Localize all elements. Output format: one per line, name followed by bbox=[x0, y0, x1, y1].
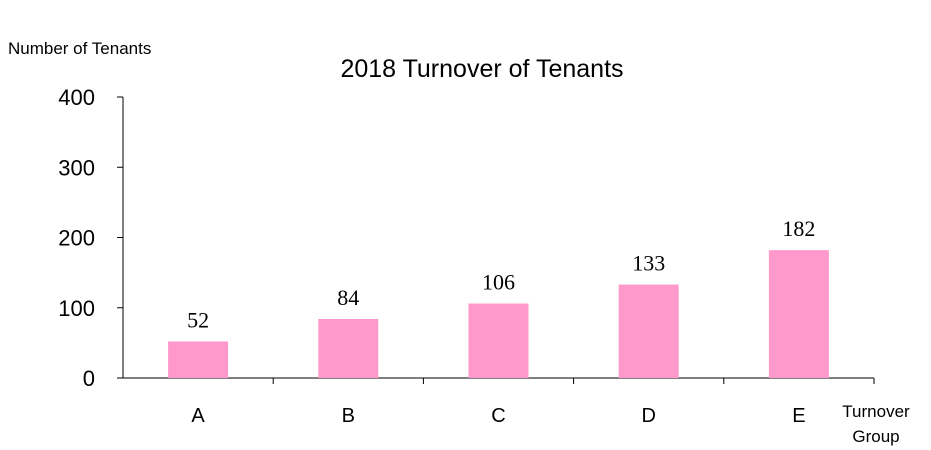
x-axis-label-line-1: Turnover bbox=[842, 402, 910, 421]
bar-C bbox=[468, 303, 529, 378]
y-tick-label: 200 bbox=[58, 226, 95, 251]
data-labels: 52 84 106 133 182 bbox=[187, 216, 815, 332]
data-label-C: 106 bbox=[482, 270, 515, 295]
bar-E bbox=[768, 250, 829, 378]
data-label-B: 84 bbox=[337, 285, 359, 310]
chart-title: 2018 Turnover of Tenants bbox=[340, 55, 623, 83]
bar-series bbox=[168, 250, 829, 378]
y-axis-ticks: 0 100 200 300 400 bbox=[58, 85, 123, 391]
y-tick-label: 0 bbox=[83, 366, 95, 391]
x-tick-label-C: C bbox=[491, 405, 505, 427]
bar-A bbox=[168, 341, 229, 378]
y-tick-label: 100 bbox=[58, 296, 95, 321]
bar-D bbox=[618, 284, 679, 378]
y-axis-label: Number of Tenants bbox=[8, 39, 151, 58]
data-label-D: 133 bbox=[632, 251, 665, 276]
x-axis-ticks: A B C D E bbox=[191, 378, 875, 427]
x-tick-label-B: B bbox=[342, 405, 355, 427]
data-label-E: 182 bbox=[782, 216, 815, 241]
x-tick-label-A: A bbox=[191, 405, 205, 427]
data-label-A: 52 bbox=[187, 307, 209, 332]
y-tick-label: 300 bbox=[58, 155, 95, 180]
bar-B bbox=[318, 318, 379, 378]
x-tick-label-D: D bbox=[641, 405, 655, 427]
x-tick-label-E: E bbox=[792, 405, 805, 427]
y-tick-label: 400 bbox=[58, 85, 95, 110]
x-axis-label-line-2: Group bbox=[852, 427, 899, 446]
